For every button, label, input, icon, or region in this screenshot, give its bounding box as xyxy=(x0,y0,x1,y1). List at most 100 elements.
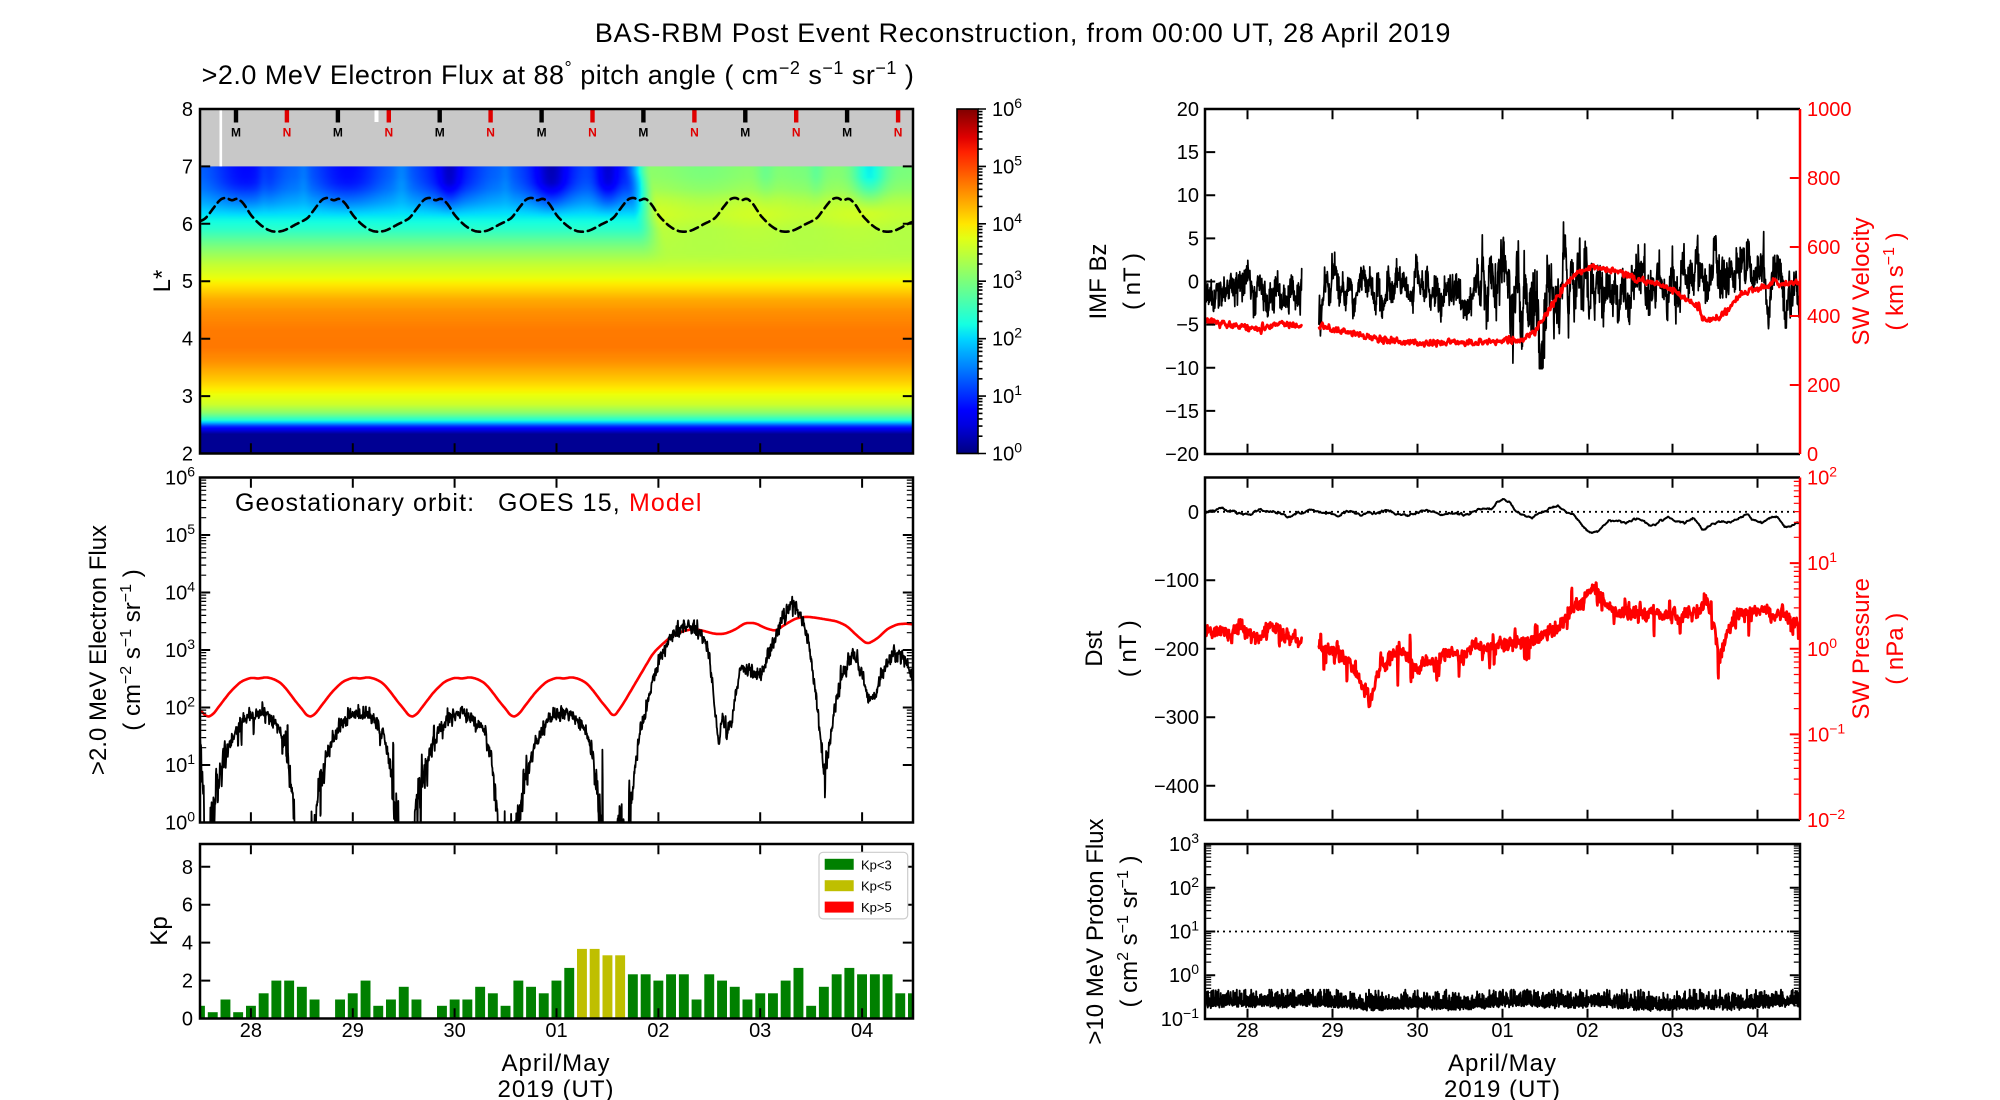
svg-text:100: 100 xyxy=(1169,961,1199,987)
svg-text:N: N xyxy=(894,126,903,140)
svg-text:>2.0 MeV Electron Flux: >2.0 MeV Electron Flux xyxy=(85,525,112,775)
svg-text:101: 101 xyxy=(165,751,195,777)
svg-text:BAS-RBM Post Event Reconstruct: BAS-RBM Post Event Reconstruction, from … xyxy=(595,18,1451,48)
svg-text:03: 03 xyxy=(1661,1020,1683,1042)
svg-text:200: 200 xyxy=(1807,375,1840,397)
svg-text:−300: −300 xyxy=(1154,707,1199,729)
svg-text:4: 4 xyxy=(182,329,193,351)
svg-text:100: 100 xyxy=(1807,635,1837,661)
svg-text:Kp<3: Kp<3 xyxy=(861,857,892,872)
svg-text:102: 102 xyxy=(992,325,1022,351)
svg-text:M: M xyxy=(537,126,547,140)
svg-text:7: 7 xyxy=(182,156,193,178)
svg-text:104: 104 xyxy=(992,210,1022,236)
svg-text:SW Velocity: SW Velocity xyxy=(1848,217,1875,345)
svg-text:30: 30 xyxy=(1406,1020,1428,1042)
svg-text:Dst: Dst xyxy=(1081,630,1108,666)
svg-text:104: 104 xyxy=(165,579,195,605)
svg-text:10−2: 10−2 xyxy=(1807,806,1845,832)
svg-text:−10: −10 xyxy=(1165,358,1199,380)
svg-text:N: N xyxy=(384,126,393,140)
svg-text:M: M xyxy=(740,126,750,140)
svg-text:4: 4 xyxy=(182,933,193,955)
svg-text:5: 5 xyxy=(1188,228,1199,250)
svg-text:100: 100 xyxy=(165,809,195,835)
svg-text:IMF Bz: IMF Bz xyxy=(1085,244,1112,320)
svg-text:29: 29 xyxy=(1321,1020,1343,1042)
svg-text:6: 6 xyxy=(182,895,193,917)
svg-text:20: 20 xyxy=(1177,99,1199,121)
svg-text:04: 04 xyxy=(1746,1020,1768,1042)
svg-text:103: 103 xyxy=(992,267,1022,293)
svg-text:800: 800 xyxy=(1807,168,1840,190)
svg-text:01: 01 xyxy=(1491,1020,1513,1042)
svg-text:April/May: April/May xyxy=(501,1050,610,1077)
svg-text:105: 105 xyxy=(165,521,195,547)
svg-text:( km s−1 ): ( km s−1 ) xyxy=(1881,232,1909,330)
svg-text:10−1: 10−1 xyxy=(1807,720,1845,746)
svg-text:3: 3 xyxy=(182,386,193,408)
svg-text:102: 102 xyxy=(1807,464,1837,490)
svg-text:−100: −100 xyxy=(1154,570,1199,592)
svg-text:L*: L* xyxy=(149,270,176,293)
svg-text:100: 100 xyxy=(992,440,1022,466)
svg-text:M: M xyxy=(638,126,648,140)
svg-text:400: 400 xyxy=(1807,306,1840,328)
svg-text:−5: −5 xyxy=(1176,315,1199,337)
svg-text:GOES 15,: GOES 15, xyxy=(498,489,621,517)
svg-text:03: 03 xyxy=(749,1020,771,1042)
svg-text:600: 600 xyxy=(1807,237,1840,259)
svg-text:( cm2 s−1 sr−1 ): ( cm2 s−1 sr−1 ) xyxy=(1115,855,1143,1007)
svg-text:0: 0 xyxy=(1188,272,1199,294)
svg-text:>10 MeV Proton Flux: >10 MeV Proton Flux xyxy=(1082,818,1109,1044)
svg-text:28: 28 xyxy=(240,1020,262,1042)
svg-text:M: M xyxy=(231,126,241,140)
svg-text:30: 30 xyxy=(443,1020,465,1042)
svg-text:106: 106 xyxy=(165,464,195,490)
svg-text:Kp: Kp xyxy=(146,916,173,945)
svg-text:April/May: April/May xyxy=(1448,1050,1557,1077)
svg-text:>2.0 MeV Electron Flux at 88°: >2.0 MeV Electron Flux at 88° pitch angl… xyxy=(202,58,915,90)
svg-text:103: 103 xyxy=(1169,830,1199,856)
svg-text:Kp<5: Kp<5 xyxy=(861,879,892,894)
svg-text:−20: −20 xyxy=(1165,444,1199,466)
svg-text:101: 101 xyxy=(1807,549,1837,575)
svg-text:SW Pressure: SW Pressure xyxy=(1848,578,1875,719)
svg-text:8: 8 xyxy=(182,857,193,879)
svg-text:Model: Model xyxy=(629,489,703,517)
svg-text:02: 02 xyxy=(647,1020,669,1042)
svg-text:M: M xyxy=(435,126,445,140)
svg-text:Kp>5: Kp>5 xyxy=(861,900,892,915)
svg-text:01: 01 xyxy=(545,1020,567,1042)
svg-text:−200: −200 xyxy=(1154,639,1199,661)
svg-text:Geostationary orbit:: Geostationary orbit: xyxy=(235,489,475,517)
svg-text:( nT ): ( nT ) xyxy=(1115,620,1142,677)
svg-text:106: 106 xyxy=(992,95,1022,121)
svg-text:6: 6 xyxy=(182,214,193,236)
svg-text:2: 2 xyxy=(182,971,193,993)
svg-text:15: 15 xyxy=(1177,142,1199,164)
svg-text:0: 0 xyxy=(1188,502,1199,524)
svg-text:( nT ): ( nT ) xyxy=(1119,253,1146,310)
svg-text:2: 2 xyxy=(182,444,193,466)
svg-text:N: N xyxy=(690,126,699,140)
svg-text:5: 5 xyxy=(182,271,193,293)
svg-text:−15: −15 xyxy=(1165,401,1199,423)
svg-text:N: N xyxy=(283,126,292,140)
svg-text:10: 10 xyxy=(1177,185,1199,207)
svg-text:2019 (UT): 2019 (UT) xyxy=(1444,1076,1561,1100)
svg-text:10−1: 10−1 xyxy=(1161,1005,1199,1031)
svg-text:28: 28 xyxy=(1236,1020,1258,1042)
svg-text:102: 102 xyxy=(1169,874,1199,900)
svg-text:29: 29 xyxy=(342,1020,364,1042)
svg-text:M: M xyxy=(842,126,852,140)
svg-text:−400: −400 xyxy=(1154,776,1199,798)
svg-text:103: 103 xyxy=(165,636,195,662)
svg-text:M: M xyxy=(333,126,343,140)
svg-text:2019 (UT): 2019 (UT) xyxy=(497,1076,614,1100)
svg-text:1000: 1000 xyxy=(1807,99,1852,121)
svg-text:02: 02 xyxy=(1576,1020,1598,1042)
svg-text:N: N xyxy=(588,126,597,140)
svg-text:102: 102 xyxy=(165,694,195,720)
svg-text:101: 101 xyxy=(992,382,1022,408)
